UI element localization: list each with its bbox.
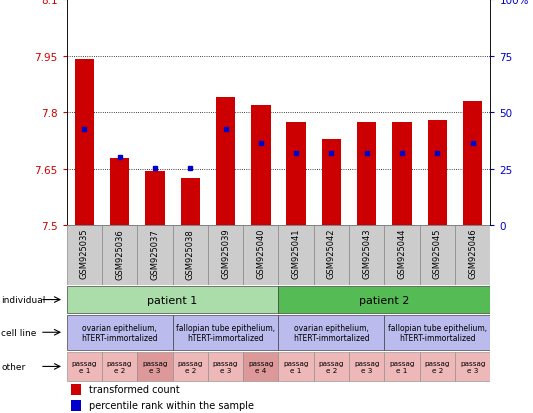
Text: passag
e 2: passag e 2 — [107, 360, 132, 373]
Text: GSM925043: GSM925043 — [362, 228, 372, 279]
Text: GSM925041: GSM925041 — [292, 228, 301, 279]
Text: passag
e 1: passag e 1 — [71, 360, 97, 373]
Bar — [173, 315, 278, 350]
Text: patient 2: patient 2 — [359, 295, 410, 305]
Bar — [67, 315, 173, 350]
Bar — [349, 226, 384, 286]
Bar — [420, 352, 455, 381]
Bar — [243, 226, 278, 286]
Text: passag
e 2: passag e 2 — [425, 360, 450, 373]
Text: transformed count: transformed count — [88, 385, 180, 394]
Bar — [75, 60, 94, 226]
Text: GSM925044: GSM925044 — [398, 228, 407, 279]
Text: fallopian tube epithelium,
hTERT-immortalized: fallopian tube epithelium, hTERT-immorta… — [388, 323, 487, 342]
Text: GSM925036: GSM925036 — [115, 228, 124, 279]
Bar — [102, 352, 138, 381]
Text: individual: individual — [1, 295, 45, 304]
Text: percentile rank within the sample: percentile rank within the sample — [88, 400, 254, 410]
Text: other: other — [1, 362, 25, 371]
Bar — [278, 287, 490, 313]
Text: passag
e 2: passag e 2 — [319, 360, 344, 373]
Text: ovarian epithelium,
hTERT-immortalized: ovarian epithelium, hTERT-immortalized — [293, 323, 370, 342]
Text: cell line: cell line — [1, 328, 36, 337]
Bar — [173, 226, 208, 286]
Text: passag
e 3: passag e 3 — [142, 360, 168, 373]
Bar — [110, 158, 130, 226]
Bar — [181, 179, 200, 226]
Bar — [216, 98, 235, 226]
Bar — [322, 139, 341, 226]
Bar — [420, 226, 455, 286]
Text: patient 1: patient 1 — [148, 295, 198, 305]
Text: GSM925037: GSM925037 — [150, 228, 159, 279]
Bar — [349, 352, 384, 381]
Bar — [71, 400, 82, 411]
Bar — [384, 352, 419, 381]
Bar — [67, 287, 278, 313]
Text: GSM925035: GSM925035 — [80, 228, 89, 279]
Text: GSM925042: GSM925042 — [327, 228, 336, 279]
Bar — [243, 352, 278, 381]
Text: passag
e 3: passag e 3 — [460, 360, 486, 373]
Bar — [463, 102, 482, 226]
Bar — [173, 352, 208, 381]
Bar — [208, 352, 243, 381]
Text: GSM925039: GSM925039 — [221, 228, 230, 279]
Bar — [208, 226, 243, 286]
Bar — [102, 226, 138, 286]
Text: passag
e 1: passag e 1 — [284, 360, 309, 373]
Bar — [67, 226, 102, 286]
Bar — [67, 352, 102, 381]
Bar — [314, 352, 349, 381]
Bar — [286, 122, 306, 226]
Bar — [278, 315, 384, 350]
Bar — [251, 105, 271, 226]
Bar — [138, 352, 173, 381]
Text: GSM925040: GSM925040 — [256, 228, 265, 279]
Bar — [384, 315, 490, 350]
Bar — [455, 226, 490, 286]
Bar — [455, 352, 490, 381]
Text: ovarian epithelium,
hTERT-immortalized: ovarian epithelium, hTERT-immortalized — [81, 323, 158, 342]
Bar — [427, 121, 447, 226]
Text: passag
e 3: passag e 3 — [213, 360, 238, 373]
Text: GSM925046: GSM925046 — [468, 228, 477, 279]
Bar — [145, 171, 165, 226]
Bar — [71, 384, 82, 395]
Text: passag
e 3: passag e 3 — [354, 360, 379, 373]
Text: GSM925045: GSM925045 — [433, 228, 442, 279]
Bar — [138, 226, 173, 286]
Text: passag
e 4: passag e 4 — [248, 360, 273, 373]
Text: passag
e 1: passag e 1 — [389, 360, 415, 373]
Bar — [278, 352, 314, 381]
Text: passag
e 2: passag e 2 — [177, 360, 203, 373]
Text: GSM925038: GSM925038 — [185, 228, 195, 279]
Bar — [278, 226, 314, 286]
Bar — [384, 226, 419, 286]
Bar — [392, 122, 412, 226]
Bar — [357, 122, 376, 226]
Text: fallopian tube epithelium,
hTERT-immortalized: fallopian tube epithelium, hTERT-immorta… — [176, 323, 275, 342]
Bar — [314, 226, 349, 286]
